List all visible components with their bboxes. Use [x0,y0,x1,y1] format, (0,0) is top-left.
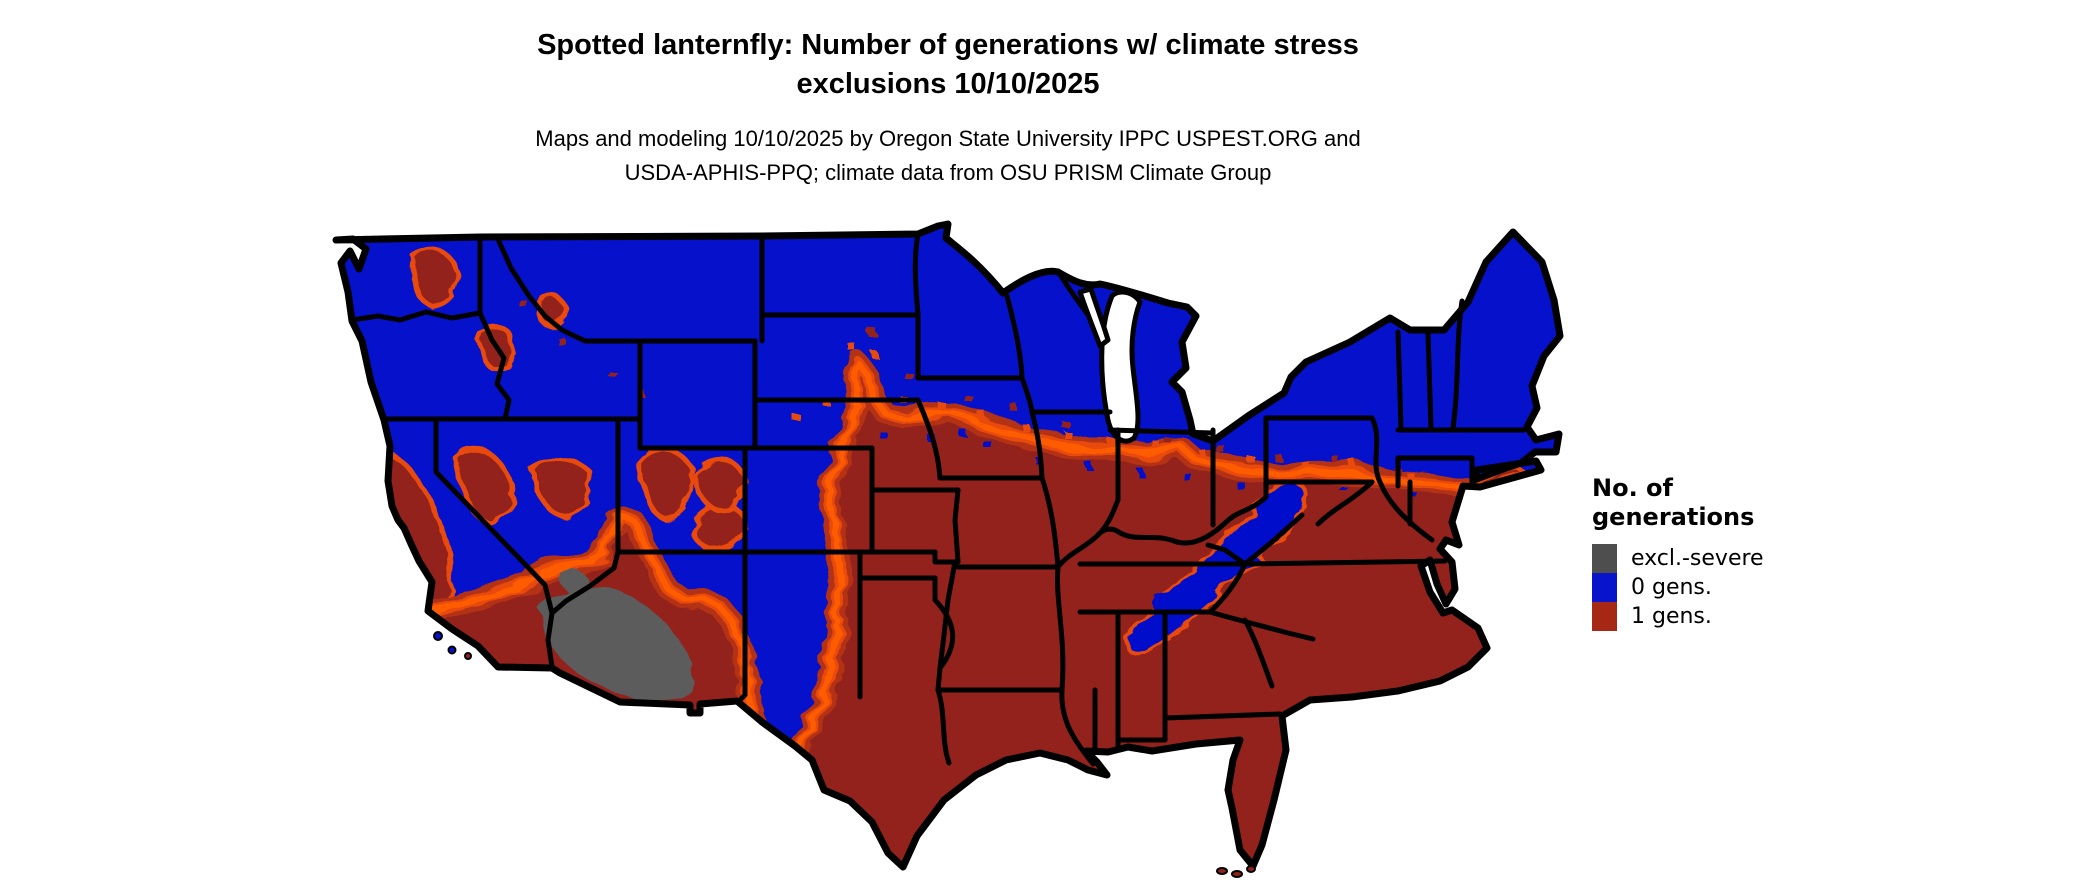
legend-item-0-gens: 0 gens. [1592,573,1832,602]
legend-swatch-1-gens [1592,602,1617,631]
legend-title: No. of generations [1592,474,1832,532]
channel-island [464,652,472,660]
red-blob-ut-east [695,458,747,512]
red-blob-mt-valley [535,293,569,331]
legend-label-excl-severe: excl.-severe [1631,546,1764,571]
florida-key [1216,867,1228,875]
channel-island [433,631,443,641]
legend-item-1-gens: 1 gens. [1592,602,1832,631]
florida-key [1246,865,1256,873]
map-subtitle-line1: Maps and modeling 10/10/2025 by Oregon S… [535,126,1361,151]
map-title-line2: exclusions 10/10/2025 [796,68,1100,100]
legend-title-line1: No. of [1592,474,1673,502]
legend-title-line2: generations [1592,503,1755,531]
legend-label-1-gens: 1 gens. [1631,604,1712,629]
state-borders [349,231,1527,767]
lake-michigan [1099,289,1143,444]
map-title: Spotted lanternfly: Number of generation… [300,26,1596,104]
map-subtitle-line2: USDA-APHIS-PPQ; climate data from OSU PR… [624,160,1272,185]
gray-blob-small [558,568,587,593]
legend-item-excl-severe: excl.-severe [1592,544,1832,573]
legend-swatch-excl-severe [1592,544,1617,573]
legend-items: excl.-severe 0 gens. 1 gens. [1592,544,1832,631]
islands [433,631,1256,878]
legend-swatch-0-gens [1592,573,1617,602]
red-blob-wa-basin [409,247,462,311]
red-blob-nv-central [532,454,594,521]
legend-label-0-gens: 0 gens. [1631,575,1712,600]
map-title-line1: Spotted lanternfly: Number of generation… [537,29,1359,61]
channel-island [447,645,457,655]
legend: No. of generations excl.-severe 0 gens. … [1592,474,1832,631]
gray-region-excl-severe [541,586,694,703]
great-lakes [1077,286,1143,444]
florida-key [1231,870,1243,878]
map-subtitle: Maps and modeling 10/10/2025 by Oregon S… [300,122,1596,190]
